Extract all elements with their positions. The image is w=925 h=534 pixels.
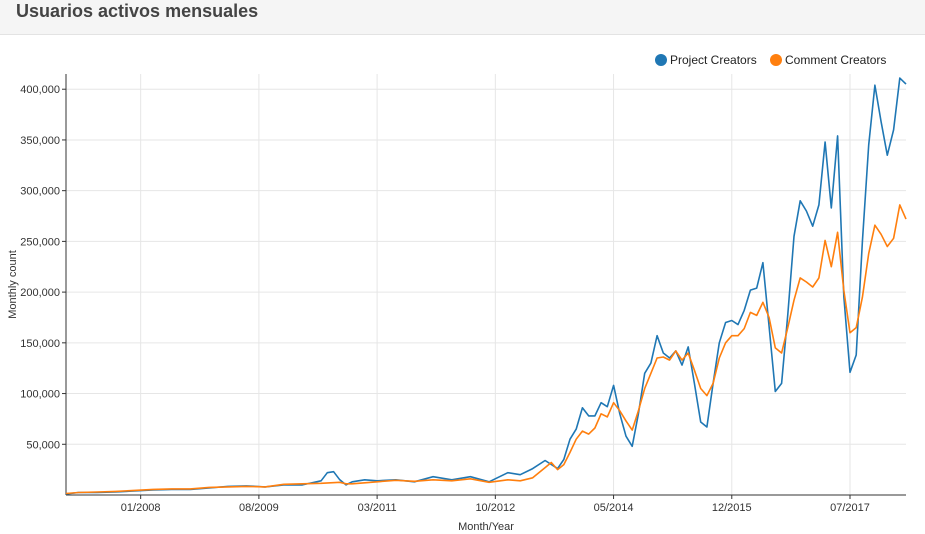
y-tick-label: 300,000 (20, 186, 60, 198)
chart-series (65, 77, 907, 495)
y-tick-label: 150,000 (20, 338, 60, 350)
legend-marker-1[interactable] (655, 54, 667, 66)
x-tick-label: 07/2017 (830, 502, 870, 514)
y-tick-label: 350,000 (20, 135, 60, 147)
x-tick-label: 12/2015 (712, 502, 752, 514)
x-tick-label: 01/2008 (121, 502, 161, 514)
x-tick-label: 03/2011 (358, 502, 397, 514)
y-axis-label: Monthly count (7, 250, 19, 318)
series-line-2 (65, 204, 907, 495)
x-tick-label: 05/2014 (594, 502, 634, 514)
x-tick-label: 10/2012 (475, 502, 515, 514)
chart-legend[interactable]: Project Creators Comment Creators (655, 53, 886, 67)
y-tick-label: 250,000 (20, 236, 60, 248)
chart-grid (66, 74, 906, 495)
x-axis-ticks: 01/2008 08/2009 03/2011 10/2012 05/2014 12/20… (121, 495, 870, 514)
x-tick-label: 08/2009 (239, 502, 279, 514)
page-title: Usuarios activos mensuales (16, 1, 259, 21)
chart-axes (65, 74, 906, 496)
y-tick-label: 50,000 (26, 439, 60, 451)
legend-label-1[interactable]: Project Creators (670, 53, 757, 67)
x-axis-label: Month/Year (458, 521, 514, 533)
y-axis-ticks: 50,000 100,000 150,000 200,000 250,000 300,00… (20, 84, 66, 451)
legend-label-2[interactable]: Comment Creators (785, 53, 886, 67)
y-tick-label: 400,000 (20, 84, 60, 96)
y-tick-label: 200,000 (20, 287, 60, 299)
series-line-1 (65, 77, 907, 495)
legend-marker-2[interactable] (770, 54, 782, 66)
y-tick-label: 100,000 (20, 389, 60, 401)
page-header: Usuarios activos mensuales (0, 0, 925, 35)
